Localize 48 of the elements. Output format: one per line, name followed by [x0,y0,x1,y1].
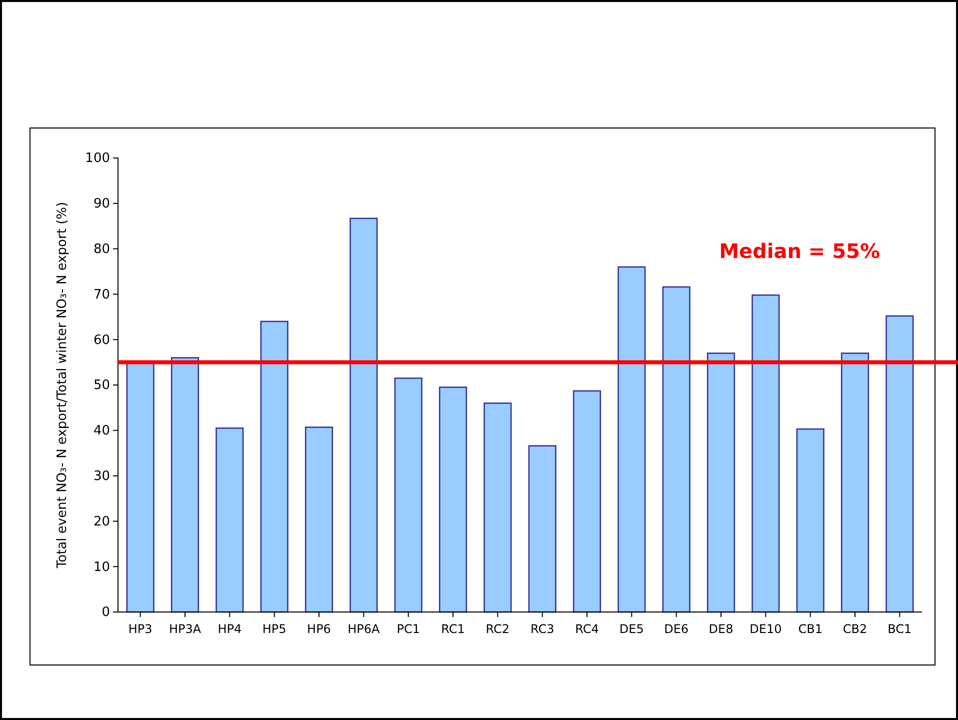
bar [394,378,422,613]
y-tick-label: 0 [102,605,110,620]
x-tick-label: RC2 [486,622,510,636]
ref-line-label: Median = 55% [719,238,880,263]
y-tick-label: 80 [93,242,110,257]
bar [260,320,288,613]
bar [216,427,244,613]
y-tick-label: 70 [93,287,110,302]
y-tick-label: 90 [93,196,110,212]
y-tick-label: 10 [93,560,110,575]
bar [886,315,914,613]
y-tick-label: 60 [93,332,110,348]
bar [572,390,602,613]
x-tick-label: HP4 [218,622,242,636]
y-tick-label: 20 [93,514,110,530]
y-tick-label: 40 [93,424,110,439]
x-tick-label: RC1 [441,622,465,636]
x-tick-label: RC3 [530,622,554,636]
x-tick-label: DE6 [664,622,689,636]
x-tick-label: BC1 [888,622,912,636]
y-tick-label: 100 [85,151,110,166]
x-tick-label: DE5 [619,622,644,636]
x-tick-label: HP5 [262,622,286,636]
x-tick-label: DE10 [750,622,782,636]
bar [170,357,200,613]
x-tick-label: CB1 [798,622,822,636]
bar [840,352,870,613]
bar [484,402,512,613]
x-tick-label: PC1 [396,622,420,636]
x-tick-label: HP3 [128,622,152,636]
y-axis-title: Total event NO₃- N export/Total winter NO₃- N export (%) [55,202,70,570]
x-tick-label: HP6A [348,622,381,636]
bar [706,352,736,613]
x-tick-label: CB2 [842,622,868,636]
y-tick-label: 50 [93,378,110,394]
bar [618,266,646,613]
bar [528,445,556,613]
bar [662,286,690,613]
bar [350,218,378,613]
x-tick-label: HP3A [168,622,202,636]
x-tick-label: RC4 [575,622,599,636]
bar [796,428,824,613]
bar [438,386,468,613]
bar [752,294,780,613]
y-tick-label: 30 [93,468,110,484]
x-tick-label: HP6 [307,622,331,636]
x-tick-label: DE8 [708,622,734,636]
bar [304,426,334,613]
